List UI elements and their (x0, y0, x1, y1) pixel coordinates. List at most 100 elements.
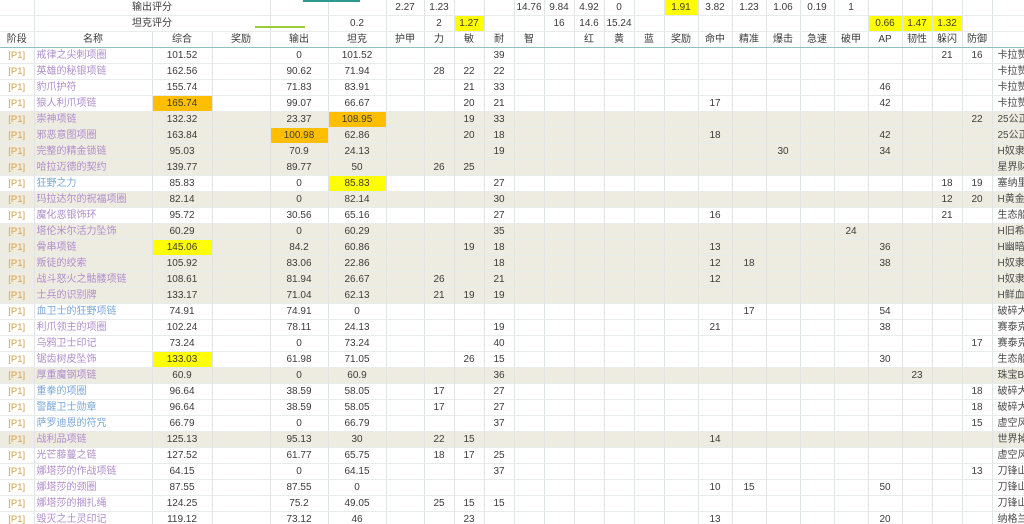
cell-armor[interactable] (386, 447, 425, 464)
cell-expertise[interactable] (732, 319, 767, 336)
cell-attack-power[interactable]: 42 (868, 95, 903, 112)
cell-intellect[interactable] (514, 79, 545, 96)
cell-stamina[interactable]: 22 (484, 63, 515, 80)
cell-red-gem[interactable] (574, 287, 605, 304)
cell-blue-gem[interactable] (634, 335, 665, 352)
cell-yellow-gem[interactable] (604, 335, 635, 352)
cell-red-gem[interactable] (574, 143, 605, 160)
cell-item-name[interactable]: 狂野之力 (34, 175, 153, 192)
cell-strength[interactable]: 26 (424, 271, 455, 288)
cell-tank-score[interactable]: 66.67 (328, 95, 387, 112)
score-weight-cell[interactable] (270, 0, 329, 16)
cell-blue-gem[interactable] (634, 383, 665, 400)
cell-agility[interactable] (454, 271, 485, 288)
cell-stamina[interactable]: 19 (484, 319, 515, 336)
cell-armor-pen[interactable] (834, 207, 869, 224)
cell-armor-pen[interactable] (834, 367, 869, 384)
cell-crit[interactable] (766, 335, 801, 352)
cell-dodge[interactable] (932, 351, 963, 368)
cell-socket-bonus[interactable] (664, 271, 699, 288)
cell-defense[interactable] (962, 63, 993, 80)
cell-expertise[interactable] (732, 351, 767, 368)
cell-expertise[interactable] (732, 463, 767, 480)
cell-overall-score[interactable]: 162.56 (152, 63, 213, 80)
cell-defense[interactable] (962, 271, 993, 288)
cell-item-name[interactable]: 重拳的项圈 (34, 383, 153, 400)
cell-tank-score[interactable]: 73.24 (328, 335, 387, 352)
cell-armor[interactable] (386, 255, 425, 272)
score-weight-cell[interactable] (868, 0, 903, 16)
cell-armor-pen[interactable] (834, 463, 869, 480)
cell-hit[interactable]: 21 (698, 319, 733, 336)
cell-spacer[interactable] (544, 447, 575, 464)
cell-armor-pen[interactable] (834, 239, 869, 256)
cell-intellect[interactable] (514, 447, 545, 464)
cell-stamina[interactable]: 18 (484, 127, 515, 144)
cell-haste[interactable] (800, 303, 835, 320)
cell-defense[interactable] (962, 511, 993, 524)
cell-defense[interactable] (962, 207, 993, 224)
cell-defense[interactable]: 16 (962, 47, 993, 64)
score-weight-cell[interactable] (834, 15, 869, 32)
cell-obtain-source[interactable]: 星界财团-崇拜 (992, 159, 1024, 176)
cell-tank-score[interactable]: 108.95 (328, 111, 387, 128)
cell-yellow-gem[interactable] (604, 207, 635, 224)
cell-overall-score[interactable]: 139.77 (152, 159, 213, 176)
table-row[interactable]: [P1]玛拉达尔的祝福项圈82.14082.14301220H黄金尼地穴-大主教… (0, 191, 1024, 208)
cell-dps-score[interactable]: 0 (270, 47, 329, 64)
cell-haste[interactable] (800, 207, 835, 224)
cell-yellow-gem[interactable] (604, 63, 635, 80)
cell-stamina[interactable]: 21 (484, 271, 515, 288)
cell-armor-pen[interactable] (834, 271, 869, 288)
cell-overall-score[interactable]: 102.24 (152, 319, 213, 336)
cell-stamina[interactable]: 27 (484, 383, 515, 400)
cell-stamina[interactable] (484, 159, 515, 176)
cell-agility[interactable]: 21 (454, 79, 485, 96)
cell-armor-pen[interactable] (834, 111, 869, 128)
cell-crit[interactable] (766, 303, 801, 320)
cell-armor[interactable] (386, 191, 425, 208)
cell-socket-bonus[interactable] (664, 367, 699, 384)
cell-red-gem[interactable] (574, 223, 605, 240)
cell-resilience[interactable] (902, 159, 933, 176)
cell-strength[interactable]: 28 (424, 63, 455, 80)
cell-agility[interactable] (454, 367, 485, 384)
cell-tank-score[interactable]: 66.79 (328, 415, 387, 432)
cell-intellect[interactable] (514, 351, 545, 368)
cell-dodge[interactable] (932, 159, 963, 176)
score-weight-cell[interactable] (0, 15, 35, 32)
score-weight-cell[interactable] (766, 15, 801, 32)
cell-expertise[interactable] (732, 175, 767, 192)
score-weight-cell[interactable]: 0.66 (868, 15, 903, 32)
cell-item-name[interactable]: 邪恶意图项圈 (34, 127, 153, 144)
cell-red-gem[interactable] (574, 111, 605, 128)
cell-haste[interactable] (800, 383, 835, 400)
cell-strength[interactable]: 18 (424, 447, 455, 464)
cell-socket-bonus[interactable] (664, 287, 699, 304)
cell-attack-power[interactable] (868, 367, 903, 384)
cell-hit[interactable]: 13 (698, 239, 733, 256)
cell-agility[interactable]: 17 (454, 447, 485, 464)
cell-dps-score[interactable]: 0 (270, 223, 329, 240)
cell-tank-score[interactable]: 58.05 (328, 383, 387, 400)
cell-intellect[interactable] (514, 367, 545, 384)
cell-stamina[interactable] (484, 479, 515, 496)
cell-tank-score[interactable]: 71.05 (328, 351, 387, 368)
cell-yellow-gem[interactable] (604, 159, 635, 176)
cell-crit[interactable] (766, 367, 801, 384)
cell-tank-score[interactable]: 49.05 (328, 495, 387, 512)
column-header-expertise[interactable]: 精准 (732, 31, 767, 48)
cell-intellect[interactable] (514, 303, 545, 320)
cell-blue-gem[interactable] (634, 239, 665, 256)
cell-overall-score[interactable]: 145.06 (152, 239, 213, 256)
cell-tank-score[interactable]: 71.94 (328, 63, 387, 80)
cell-dodge[interactable] (932, 95, 963, 112)
cell-item-name[interactable]: 娜塔莎的颈圈 (34, 479, 153, 496)
cell-armor-pen[interactable] (834, 47, 869, 64)
cell-expertise[interactable] (732, 271, 767, 288)
cell-agility[interactable]: 22 (454, 63, 485, 80)
